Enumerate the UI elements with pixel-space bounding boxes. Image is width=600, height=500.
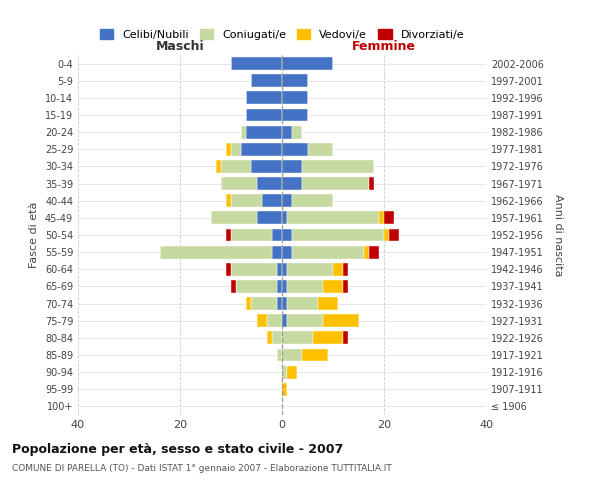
Bar: [282, 280, 287, 293]
Bar: [282, 348, 302, 362]
Bar: [221, 177, 257, 190]
Bar: [323, 280, 343, 293]
Bar: [241, 126, 247, 138]
Bar: [389, 228, 400, 241]
Bar: [267, 314, 282, 327]
Bar: [282, 297, 287, 310]
Bar: [221, 160, 251, 173]
Bar: [272, 228, 282, 241]
Bar: [282, 160, 302, 173]
Bar: [369, 246, 379, 258]
Bar: [226, 263, 231, 276]
Bar: [292, 246, 364, 258]
Bar: [247, 297, 251, 310]
Bar: [282, 92, 308, 104]
Bar: [323, 314, 359, 327]
Y-axis label: Fasce di età: Fasce di età: [29, 202, 39, 268]
Bar: [282, 177, 302, 190]
Text: Maschi: Maschi: [155, 40, 205, 54]
Bar: [272, 332, 282, 344]
Bar: [282, 314, 287, 327]
Bar: [318, 297, 338, 310]
Text: COMUNE DI PARELLA (TO) - Dati ISTAT 1° gennaio 2007 - Elaborazione TUTTITALIA.IT: COMUNE DI PARELLA (TO) - Dati ISTAT 1° g…: [12, 464, 392, 473]
Bar: [226, 143, 231, 156]
Bar: [292, 228, 384, 241]
Bar: [343, 280, 349, 293]
Bar: [231, 143, 241, 156]
Bar: [369, 177, 374, 190]
Bar: [282, 126, 292, 138]
Bar: [231, 57, 282, 70]
Bar: [251, 297, 277, 310]
Bar: [282, 228, 292, 241]
Bar: [251, 160, 282, 173]
Bar: [247, 92, 282, 104]
Bar: [277, 297, 282, 310]
Bar: [302, 177, 369, 190]
Bar: [241, 143, 282, 156]
Bar: [272, 246, 282, 258]
Bar: [287, 263, 333, 276]
Bar: [231, 228, 272, 241]
Bar: [287, 366, 298, 378]
Bar: [257, 177, 282, 190]
Bar: [226, 228, 231, 241]
Bar: [247, 108, 282, 122]
Bar: [343, 263, 349, 276]
Bar: [267, 332, 272, 344]
Bar: [211, 212, 257, 224]
Bar: [251, 74, 282, 87]
Bar: [226, 194, 231, 207]
Bar: [277, 263, 282, 276]
Bar: [313, 332, 343, 344]
Bar: [333, 263, 343, 276]
Bar: [384, 212, 394, 224]
Bar: [236, 280, 277, 293]
Bar: [343, 332, 349, 344]
Bar: [287, 297, 318, 310]
Bar: [282, 194, 292, 207]
Bar: [277, 348, 282, 362]
Text: Popolazione per età, sesso e stato civile - 2007: Popolazione per età, sesso e stato civil…: [12, 442, 343, 456]
Bar: [231, 263, 277, 276]
Y-axis label: Anni di nascita: Anni di nascita: [553, 194, 563, 276]
Bar: [257, 314, 267, 327]
Bar: [282, 332, 313, 344]
Bar: [231, 194, 262, 207]
Bar: [282, 74, 308, 87]
Bar: [282, 57, 333, 70]
Bar: [282, 246, 292, 258]
Bar: [302, 160, 374, 173]
Bar: [282, 366, 287, 378]
Bar: [282, 212, 287, 224]
Bar: [262, 194, 282, 207]
Bar: [247, 126, 282, 138]
Legend: Celibi/Nubili, Coniugati/e, Vedovi/e, Divorziati/e: Celibi/Nubili, Coniugati/e, Vedovi/e, Di…: [95, 24, 469, 44]
Bar: [282, 143, 308, 156]
Bar: [302, 348, 328, 362]
Bar: [277, 280, 282, 293]
Bar: [379, 212, 384, 224]
Bar: [282, 263, 287, 276]
Bar: [308, 143, 333, 156]
Bar: [364, 246, 369, 258]
Bar: [287, 212, 379, 224]
Bar: [287, 314, 323, 327]
Bar: [282, 108, 308, 122]
Bar: [231, 280, 236, 293]
Text: Femmine: Femmine: [352, 40, 416, 54]
Bar: [216, 160, 221, 173]
Bar: [292, 126, 302, 138]
Bar: [287, 280, 323, 293]
Bar: [384, 228, 389, 241]
Bar: [160, 246, 272, 258]
Bar: [282, 383, 287, 396]
Bar: [257, 212, 282, 224]
Bar: [292, 194, 333, 207]
